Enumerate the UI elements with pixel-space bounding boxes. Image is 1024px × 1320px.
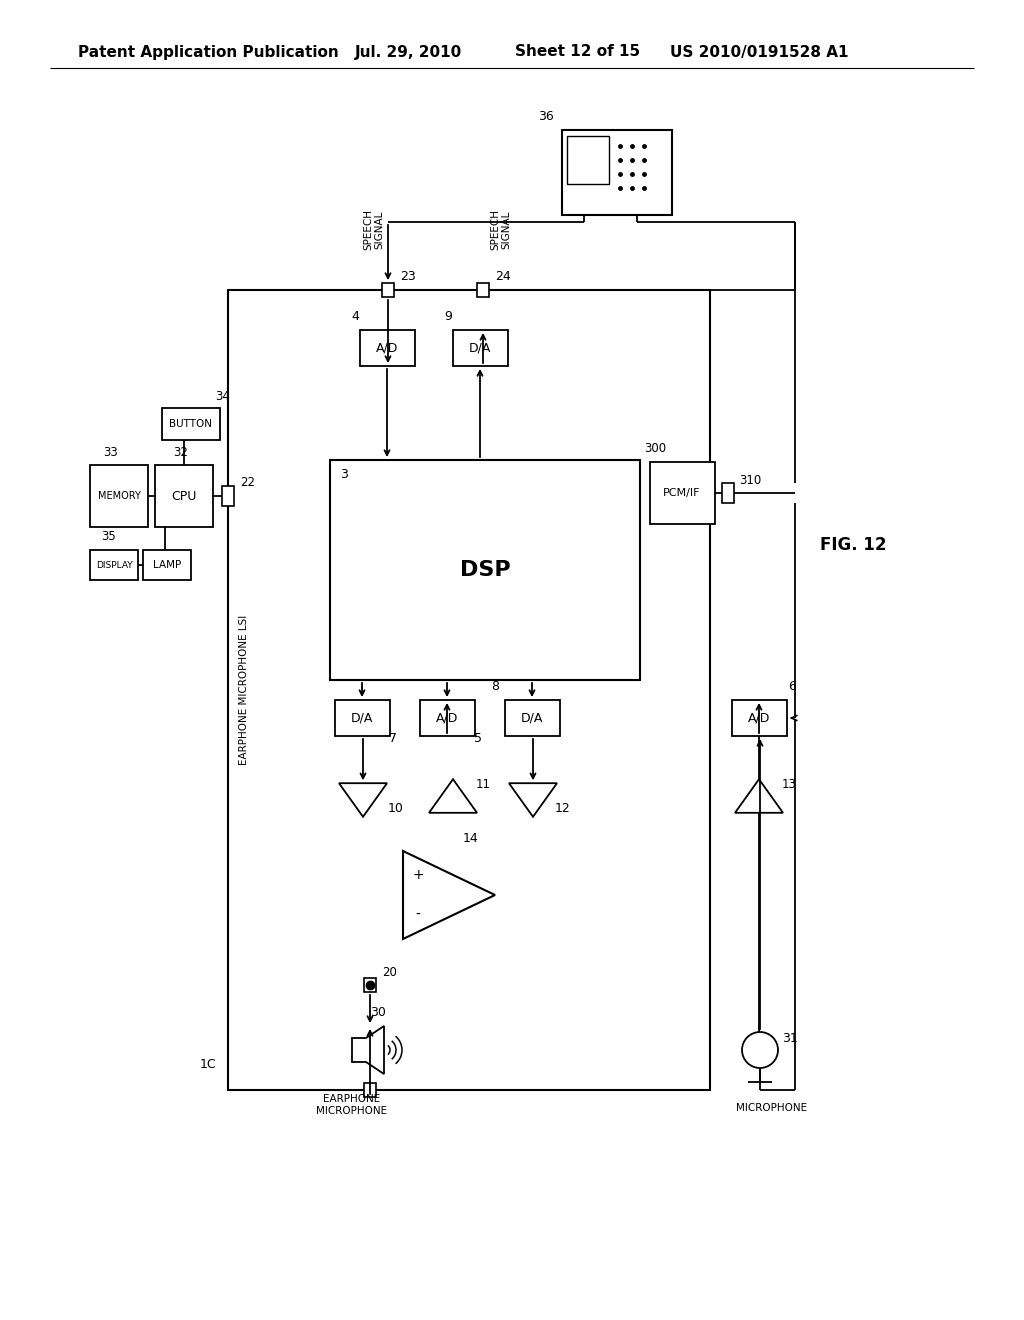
Bar [382,282,394,297]
Text: MEMORY: MEMORY [97,491,140,502]
Text: 7: 7 [389,731,397,744]
Text: EARPHONE MICROPHONE LSI: EARPHONE MICROPHONE LSI [239,615,249,766]
Text: 1C: 1C [200,1059,216,1072]
Bar [420,700,475,737]
Polygon shape [735,779,783,813]
Text: Sheet 12 of 15: Sheet 12 of 15 [515,45,640,59]
Text: 34: 34 [216,391,230,404]
Text: 14: 14 [463,832,479,845]
Text: BUTTON: BUTTON [170,418,213,429]
Text: 6: 6 [788,681,796,693]
Text: 13: 13 [781,777,797,791]
Text: 23: 23 [400,271,416,284]
Text: SPEECH
SIGNAL: SPEECH SIGNAL [364,210,385,251]
Text: DSP: DSP [460,560,510,579]
Polygon shape [352,1026,384,1074]
Text: 30: 30 [370,1006,386,1019]
Text: +: + [413,869,424,882]
Polygon shape [429,779,477,813]
Polygon shape [509,783,557,817]
Bar [155,465,213,527]
Text: 4: 4 [351,310,359,323]
Text: 32: 32 [173,446,188,458]
Bar [364,1082,376,1097]
Bar [453,330,508,366]
Text: 310: 310 [739,474,761,487]
Bar [650,462,715,524]
Text: FIG. 12: FIG. 12 [820,536,887,554]
Text: D/A: D/A [469,342,492,355]
Text: 33: 33 [103,446,119,458]
Bar [477,282,489,297]
Bar [162,408,220,440]
Polygon shape [339,783,387,817]
Text: 10: 10 [388,801,403,814]
Text: A/D: A/D [748,711,770,725]
Text: 31: 31 [782,1031,798,1044]
Text: -: - [416,908,421,921]
Text: 5: 5 [474,731,482,744]
Text: 35: 35 [101,531,117,544]
Text: Patent Application Publication: Patent Application Publication [78,45,339,59]
Text: MICROPHONE: MICROPHONE [736,1104,808,1113]
Bar [722,483,734,503]
Text: D/A: D/A [351,711,373,725]
Bar [143,550,191,579]
Text: 36: 36 [539,111,554,124]
Text: D/A: D/A [521,711,543,725]
Bar [90,550,138,579]
Polygon shape [403,851,495,939]
Bar [505,700,560,737]
Text: 9: 9 [444,310,452,323]
Text: LAMP: LAMP [153,560,181,570]
Text: A/D: A/D [376,342,398,355]
Text: 24: 24 [496,271,511,284]
Text: EARPHONE
MICROPHONE: EARPHONE MICROPHONE [316,1094,387,1115]
Text: CPU: CPU [171,490,197,503]
Bar [732,700,787,737]
Text: 20: 20 [383,965,397,978]
Circle shape [742,1032,778,1068]
Bar [335,700,390,737]
Text: 3: 3 [340,467,348,480]
Bar [228,290,710,1090]
Text: DISPLAY: DISPLAY [95,561,132,569]
Text: 22: 22 [241,477,256,490]
Bar [567,136,609,183]
Text: A/D: A/D [436,711,458,725]
Text: US 2010/0191528 A1: US 2010/0191528 A1 [670,45,849,59]
Bar [90,465,148,527]
Bar [364,978,376,993]
Text: 300: 300 [644,442,666,455]
Bar [360,330,415,366]
Bar [222,486,234,506]
Text: Jul. 29, 2010: Jul. 29, 2010 [355,45,462,59]
Bar [562,129,672,215]
Text: SPEECH
SIGNAL: SPEECH SIGNAL [490,210,512,251]
Text: 12: 12 [555,801,570,814]
Text: PCM/IF: PCM/IF [664,488,700,498]
Text: 11: 11 [475,777,490,791]
Text: 8: 8 [490,681,499,693]
Bar [330,459,640,680]
